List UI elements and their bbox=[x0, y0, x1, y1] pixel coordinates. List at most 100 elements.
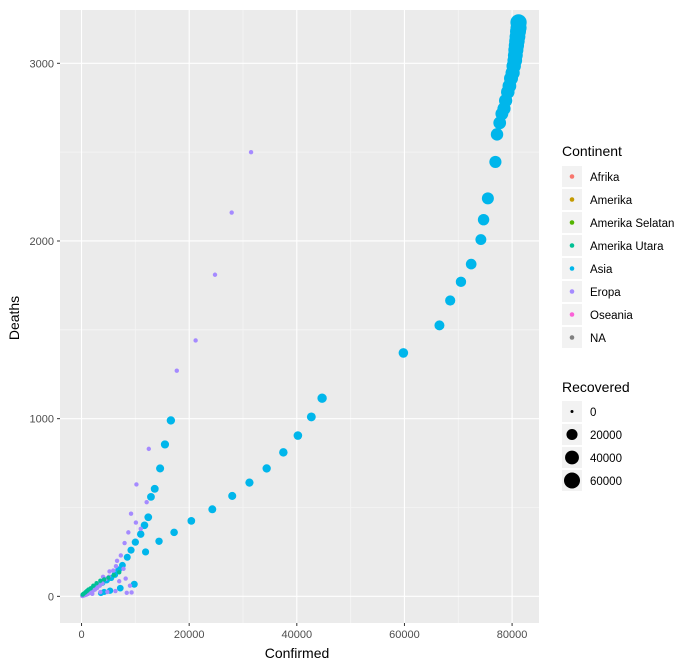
legend-size-swatch bbox=[570, 410, 574, 413]
legend-label: NA bbox=[590, 333, 606, 345]
data-point-eropa bbox=[126, 530, 131, 535]
y-axis: 0 1000 2000 3000 bbox=[30, 58, 60, 603]
data-point-eropa bbox=[105, 589, 110, 595]
data-point-eropa bbox=[111, 568, 116, 573]
plot-panel bbox=[60, 10, 539, 623]
data-point-asia bbox=[489, 155, 502, 169]
data-point-eropa bbox=[121, 566, 126, 572]
legend-label: 20000 bbox=[590, 430, 622, 442]
data-point-eropa bbox=[90, 591, 95, 597]
data-point-asia bbox=[398, 348, 409, 358]
legend-label: Amerika Selatan bbox=[590, 218, 674, 230]
x-tick-label: 20000 bbox=[174, 629, 205, 641]
y-tick-label: 3000 bbox=[30, 58, 54, 70]
legend-swatch bbox=[569, 197, 575, 202]
data-point-asia bbox=[156, 464, 165, 473]
data-point-asia bbox=[150, 484, 159, 493]
data-point-asia bbox=[123, 553, 131, 561]
data-point-asia bbox=[160, 440, 170, 449]
data-point-asia bbox=[317, 393, 327, 403]
data-point-amerika-utara bbox=[117, 570, 122, 575]
legend-label: Oseania bbox=[590, 310, 633, 322]
data-point-asia bbox=[170, 528, 178, 537]
continent-legend-title: Continent bbox=[562, 143, 622, 159]
legend-swatch bbox=[569, 243, 575, 248]
legend-label: Amerika bbox=[590, 195, 633, 207]
data-point-asia bbox=[144, 513, 153, 522]
data-point-eropa bbox=[113, 588, 118, 594]
y-tick-label: 1000 bbox=[30, 414, 54, 426]
data-point-asia bbox=[306, 412, 316, 422]
data-point-asia bbox=[481, 192, 494, 205]
legend-swatch bbox=[569, 220, 575, 225]
y-tick-label: 2000 bbox=[30, 236, 54, 248]
data-point-eropa bbox=[144, 499, 149, 505]
y-tick-label: 0 bbox=[48, 591, 54, 603]
x-tick-label: 40000 bbox=[282, 629, 313, 641]
y-axis-title: Deaths bbox=[6, 296, 22, 340]
legend-swatch bbox=[569, 312, 575, 317]
x-axis-title: Confirmed bbox=[265, 645, 330, 661]
data-point-eropa bbox=[146, 446, 152, 452]
data-point-eropa bbox=[193, 338, 198, 343]
recovered-legend: Recovered 0 20000 40000 60000 bbox=[562, 379, 630, 491]
major-gridlines bbox=[60, 10, 539, 623]
data-point-asia bbox=[208, 505, 217, 514]
data-point-eropa bbox=[128, 511, 134, 516]
x-tick-label: 0 bbox=[78, 629, 84, 641]
data-point-asia bbox=[228, 491, 237, 500]
data-point-asia bbox=[127, 546, 135, 554]
x-tick-label: 60000 bbox=[389, 629, 420, 641]
data-point-asia bbox=[510, 14, 527, 31]
legend-size-swatch bbox=[564, 472, 580, 489]
data-point-asia bbox=[101, 588, 108, 595]
data-point-eropa bbox=[118, 553, 124, 558]
data-point-asia bbox=[477, 213, 490, 226]
legend-label: 40000 bbox=[590, 453, 622, 465]
data-point-asia bbox=[116, 584, 124, 592]
data-point-asia bbox=[279, 448, 288, 457]
legend-label: 0 bbox=[590, 407, 596, 419]
data-point-eropa bbox=[133, 520, 139, 525]
data-point-eropa bbox=[129, 590, 134, 595]
legend-swatch bbox=[569, 174, 575, 179]
data-point-asia bbox=[245, 478, 254, 487]
legend-swatch bbox=[569, 266, 575, 271]
data-point-asia bbox=[262, 464, 271, 473]
legend-swatch bbox=[569, 335, 575, 340]
data-point-asia bbox=[136, 530, 145, 538]
data-point-eropa bbox=[248, 149, 254, 155]
data-point-eropa bbox=[127, 583, 133, 588]
data-point-amerika-utara bbox=[94, 580, 99, 586]
x-tick-label: 80000 bbox=[497, 629, 528, 641]
legend-label: 60000 bbox=[590, 476, 622, 488]
data-point-asia bbox=[445, 295, 456, 306]
data-point-eropa bbox=[174, 368, 179, 373]
data-point-asia bbox=[155, 537, 163, 545]
data-point-eropa bbox=[107, 569, 112, 574]
data-point-eropa bbox=[113, 563, 119, 569]
data-point-eropa bbox=[229, 210, 234, 215]
data-point-asia bbox=[293, 431, 303, 440]
data-point-eropa bbox=[98, 589, 103, 595]
data-point-amerika-utara bbox=[106, 575, 111, 580]
data-point-asia bbox=[140, 521, 149, 530]
legend-size-swatch bbox=[565, 450, 579, 465]
legend-label: Afrika bbox=[590, 172, 620, 184]
data-point-eropa bbox=[138, 526, 143, 532]
data-point-eropa bbox=[124, 590, 129, 595]
continent-legend: Continent Afrika Amerika Amerika Selatan Am… bbox=[562, 143, 674, 348]
data-point-eropa bbox=[117, 579, 122, 584]
data-point-amerika-utara bbox=[98, 578, 103, 583]
data-point-amerika-utara bbox=[88, 586, 93, 591]
data-point-amerika-utara bbox=[91, 583, 96, 588]
data-point-eropa bbox=[123, 576, 128, 581]
data-point-eropa bbox=[134, 482, 139, 487]
minor-gridlines bbox=[60, 10, 539, 623]
data-point-asia bbox=[455, 276, 467, 288]
data-point-asia bbox=[131, 538, 139, 546]
recovered-legend-title: Recovered bbox=[562, 379, 630, 395]
data-point-amerika-utara bbox=[101, 577, 107, 582]
data-point-amerika-utara bbox=[111, 572, 117, 578]
